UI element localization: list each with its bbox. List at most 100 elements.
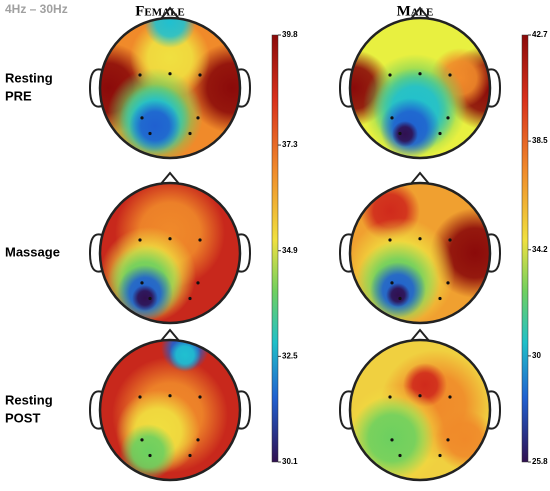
electrode: [446, 116, 450, 120]
colorbar: [521, 34, 529, 463]
electrode: [168, 394, 172, 398]
electrode: [138, 395, 142, 399]
electrode: [138, 73, 142, 77]
topomap: [100, 340, 240, 480]
electrode: [388, 73, 392, 77]
electrode: [390, 281, 394, 285]
head-outline: [348, 16, 492, 160]
row-label: POST: [5, 410, 40, 425]
electrode: [448, 73, 452, 77]
head-outline: [348, 338, 492, 482]
topo-region: [144, 18, 196, 48]
electrode: [148, 296, 152, 301]
colorbar: [271, 34, 279, 463]
electrode: [148, 131, 152, 136]
electrode: [418, 237, 422, 241]
topo-region: [350, 396, 434, 480]
electrode: [448, 238, 452, 242]
topomap: [100, 183, 240, 323]
topo-region: [386, 283, 410, 307]
topomap: [100, 18, 240, 158]
row-label: Resting: [5, 392, 53, 407]
ear: [338, 390, 353, 430]
topomap: [350, 183, 490, 323]
electrode: [198, 395, 202, 399]
ear: [237, 68, 252, 108]
electrode: [390, 438, 394, 442]
column-title: Male: [397, 3, 434, 19]
electrode: [390, 116, 394, 120]
tick-label: 30: [532, 351, 541, 360]
electrode: [198, 73, 202, 77]
electrode: [398, 453, 402, 458]
electrode: [418, 72, 422, 76]
ear: [487, 390, 502, 430]
electrode: [140, 438, 144, 442]
row-label: Resting: [5, 70, 53, 85]
electrode: [198, 238, 202, 242]
electrode: [168, 237, 172, 241]
electrode: [148, 453, 152, 458]
tick-label: 38.5: [532, 136, 548, 145]
electrode: [196, 116, 200, 120]
ear: [338, 233, 353, 273]
electrode: [438, 453, 442, 458]
electrode: [168, 72, 172, 76]
nose: [159, 328, 181, 343]
electrode: [438, 296, 442, 301]
topo-region: [120, 424, 176, 480]
tick-label: 32.5: [282, 351, 298, 360]
nose: [409, 171, 431, 186]
head-outline: [98, 338, 242, 482]
topo-region: [169, 340, 201, 371]
topomap: [350, 18, 490, 158]
band-label: 4Hz – 30Hz: [5, 2, 68, 16]
topo-region: [132, 285, 158, 311]
head-outline: [98, 16, 242, 160]
tick-label: 30.1: [282, 457, 298, 466]
electrode: [446, 438, 450, 442]
ear: [88, 233, 103, 273]
topo-region: [435, 410, 490, 470]
electrode: [138, 238, 142, 242]
electrode: [188, 296, 192, 301]
tick-label: 25.8: [532, 457, 548, 466]
electrode: [196, 438, 200, 442]
head-outline: [348, 181, 492, 325]
ear: [487, 233, 502, 273]
electrode: [196, 281, 200, 285]
tick-label: 34.9: [282, 246, 298, 255]
topomap: [350, 340, 490, 480]
ear: [338, 68, 353, 108]
nose: [409, 328, 431, 343]
electrode: [188, 131, 192, 136]
topo-region: [129, 100, 181, 152]
ear: [88, 68, 103, 108]
topo-region: [187, 43, 240, 133]
tick-label: 37.3: [282, 140, 298, 149]
electrode: [140, 116, 144, 120]
electrode: [398, 131, 402, 136]
electrode: [398, 296, 402, 301]
ear: [487, 68, 502, 108]
electrode: [438, 131, 442, 136]
electrode: [388, 238, 392, 242]
electrode: [388, 395, 392, 399]
nose: [159, 6, 181, 21]
ear: [88, 390, 103, 430]
row-label: Massage: [5, 244, 60, 259]
nose: [409, 6, 431, 21]
ear: [237, 390, 252, 430]
electrode: [188, 453, 192, 458]
electrode: [446, 281, 450, 285]
tick-label: 34.2: [532, 245, 548, 254]
column-title: Female: [135, 3, 185, 19]
head-outline: [98, 181, 242, 325]
electrode: [418, 394, 422, 398]
ear: [237, 233, 252, 273]
tick-label: 42.7: [532, 30, 548, 39]
electrode: [140, 281, 144, 285]
topo-region: [392, 121, 418, 147]
electrode: [448, 395, 452, 399]
